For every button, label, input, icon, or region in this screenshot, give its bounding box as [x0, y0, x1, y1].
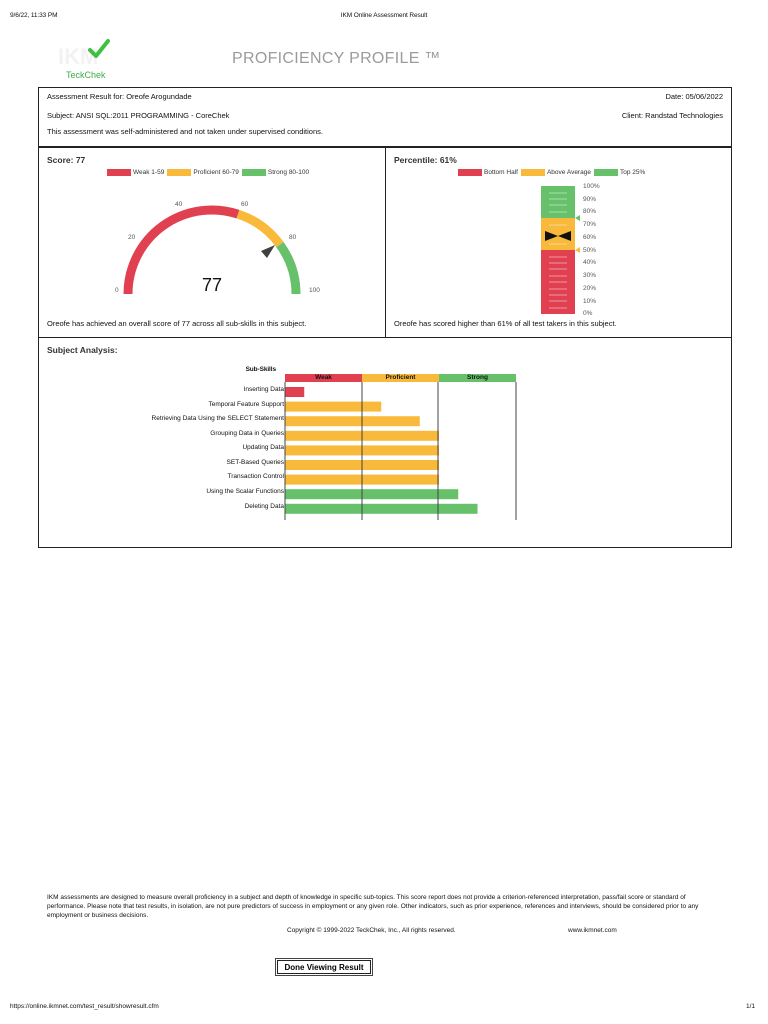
- band-strong: Strong: [439, 374, 516, 382]
- score-panel: Score: 77 Weak 1-59 Proficient 60-79 Str…: [38, 147, 386, 338]
- website-link[interactable]: www.ikmnet.com: [568, 927, 617, 934]
- score-title: Score: 77: [47, 155, 86, 165]
- category-label: Temporal Feature Support: [208, 401, 284, 408]
- conditions-note: This assessment was self-administered an…: [47, 127, 323, 136]
- category-label: Using the Scalar Functions: [206, 488, 284, 495]
- pct-tick: 70%: [583, 221, 597, 228]
- subskills-axis-label: Sub-Skills: [245, 366, 277, 373]
- teckchek-logo: IKM TeckChek: [50, 38, 120, 88]
- gauge-tick-0: 0: [115, 287, 119, 294]
- gauge-strong-arc: [276, 241, 301, 295]
- band-proficient: Proficient: [362, 374, 439, 382]
- percentile-thermometer: [541, 186, 580, 314]
- score-legend: Weak 1-59 Proficient 60-79 Strong 80-100: [107, 169, 312, 176]
- band-weak: Weak: [285, 374, 362, 382]
- category-label: Grouping Data in Queries: [210, 430, 284, 437]
- category-label: Retrieving Data Using the SELECT Stateme…: [151, 415, 284, 422]
- category-label: Updating Data: [242, 444, 284, 451]
- print-page-title: IKM Online Assessment Result: [340, 12, 428, 19]
- pct-tick: 90%: [583, 196, 597, 203]
- gauge-tick-20: 20: [128, 234, 136, 241]
- pct-tick: 80%: [583, 208, 597, 215]
- bar-chart-categories: Inserting Data Temporal Feature Support …: [90, 380, 284, 520]
- pct-tick: 60%: [583, 234, 597, 241]
- subject: Subject: ANSI SQL:2011 PROGRAMMING - Cor…: [47, 111, 230, 120]
- legend-strong: Strong 80-100: [241, 169, 309, 176]
- skill-bar: [285, 387, 305, 397]
- score-gauge: [123, 205, 301, 295]
- page-number: 1/1: [746, 1003, 756, 1010]
- pct-tick: 30%: [583, 272, 597, 279]
- subject-analysis-title: Subject Analysis:: [47, 345, 118, 355]
- skill-bar: [285, 416, 420, 427]
- legend-swatch: [593, 169, 618, 176]
- score-caption: Oreofe has achieved an overall score of …: [47, 319, 307, 328]
- pct-tick: 0%: [583, 310, 593, 317]
- legend-swatch: [107, 169, 131, 176]
- percentile-legend: Bottom Half Above Average Top 25%: [458, 169, 648, 176]
- gauge-value: 77: [202, 275, 223, 295]
- gauge-weak-arc: [123, 205, 240, 295]
- median-threshold-icon: [575, 247, 580, 253]
- page-url: https://online.ikmnet.com/test_result/sh…: [10, 1003, 159, 1010]
- gauge-tick-40: 40: [175, 201, 183, 208]
- legend-above-average: Above Average: [520, 169, 591, 176]
- done-viewing-result-button[interactable]: Done Viewing Result: [277, 960, 371, 974]
- top25-threshold-icon: [575, 215, 580, 221]
- print-datetime: 9/6/22, 11:33 PM: [10, 12, 58, 19]
- category-label: Inserting Data: [243, 386, 284, 393]
- pct-tick: 10%: [583, 298, 597, 305]
- legend-swatch: [520, 169, 545, 176]
- copyright: Copyright © 1999-2022 TeckChek, Inc., Al…: [287, 927, 456, 934]
- gauge-tick-100: 100: [309, 287, 320, 294]
- result-for: Assessment Result for: Oreofe Arogundade: [47, 92, 192, 101]
- percentile-panel: Percentile: 61% Bottom Half Above Averag…: [385, 147, 732, 338]
- percentile-caption: Oreofe has scored higher than 61% of all…: [394, 319, 617, 328]
- subskill-bar-chart: [284, 382, 517, 520]
- subskill-labels: Sub-Skills: [100, 366, 277, 516]
- band-header: Weak Proficient Strong: [285, 374, 516, 382]
- disclaimer: IKM assessments are designed to measure …: [47, 894, 699, 919]
- gauge-tick-80: 80: [289, 234, 297, 241]
- legend-bottom-half: Bottom Half: [458, 169, 518, 176]
- legend-top-25: Top 25%: [593, 169, 645, 176]
- gauge-proficient-arc: [236, 209, 284, 248]
- pct-tick: 40%: [583, 259, 597, 266]
- legend-weak: Weak 1-59: [107, 169, 164, 176]
- category-label: Deleting Data: [244, 503, 284, 510]
- checkmark-icon: [88, 39, 110, 58]
- category-label: SET-Based Queries: [226, 459, 284, 466]
- legend-swatch: [241, 169, 266, 176]
- report-title: PROFICIENCY PROFILE ™: [232, 50, 441, 67]
- category-label: Transaction Control: [227, 473, 284, 480]
- ikm-watermark: IKM: [58, 44, 99, 69]
- legend-proficient: Proficient 60-79: [167, 169, 239, 176]
- skill-bar: [285, 489, 459, 500]
- percentile-title: Percentile: 61%: [394, 155, 457, 165]
- pct-tick: 100%: [583, 183, 600, 190]
- assessment-info-panel: Assessment Result for: Oreofe Arogundade…: [38, 87, 732, 147]
- client: Client: Randstad Technologies: [621, 111, 723, 120]
- brand-name: TeckChek: [66, 70, 106, 80]
- pct-tick: 20%: [583, 285, 597, 292]
- legend-swatch: [458, 169, 482, 176]
- skill-bar: [285, 401, 382, 412]
- legend-swatch: [167, 169, 192, 176]
- skill-bar: [285, 503, 478, 514]
- assessment-date: Date: 05/06/2022: [665, 92, 723, 101]
- pct-tick: 50%: [583, 247, 597, 254]
- gauge-tick-60: 60: [241, 201, 249, 208]
- percentile-marker-icon: [545, 231, 558, 241]
- gauge-needle-icon: [261, 245, 275, 258]
